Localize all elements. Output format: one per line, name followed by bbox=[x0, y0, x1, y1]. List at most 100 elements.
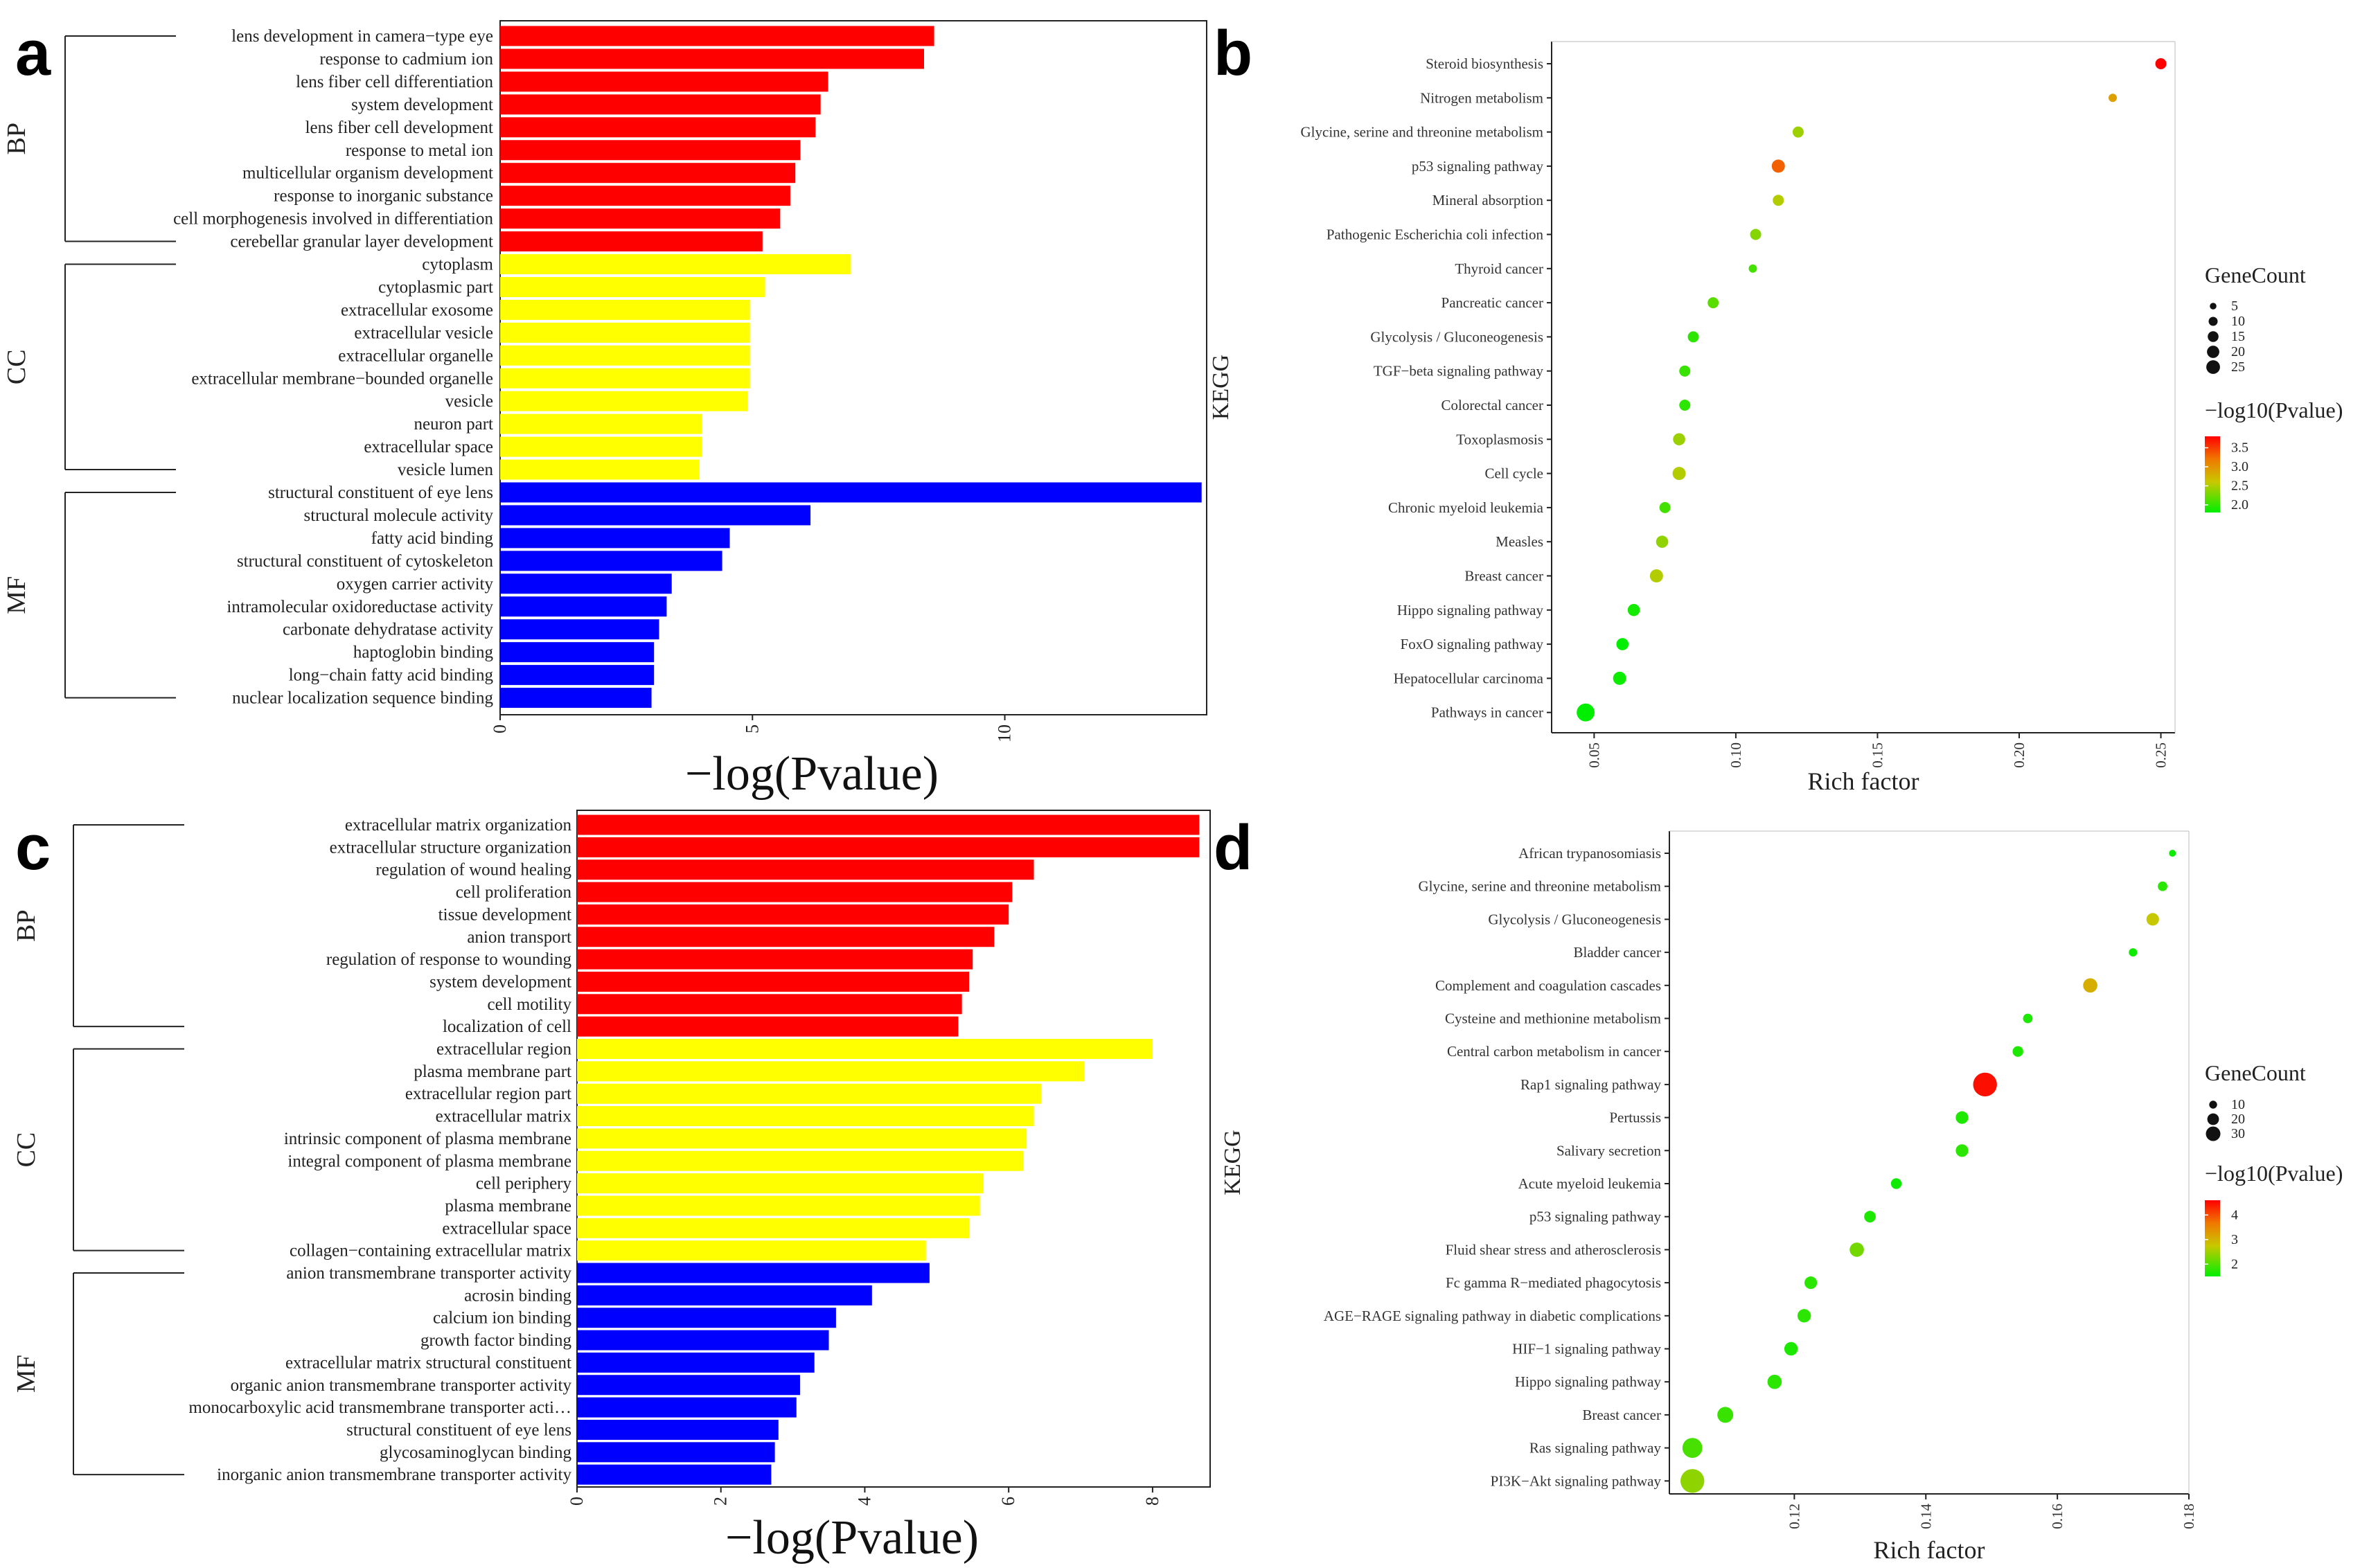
bar-label: fatty acid binding bbox=[371, 529, 494, 548]
bar-c-bp-7 bbox=[577, 971, 970, 992]
bar-label: inorganic anion transmembrane transporte… bbox=[217, 1465, 571, 1484]
bar-label: structural constituent of cytoskeleton bbox=[237, 552, 494, 571]
dot-d-age-rage-signaling-pathway-in-diabetic-complications bbox=[1797, 1309, 1811, 1323]
group-bracket-cc bbox=[73, 1048, 184, 1251]
bar-label: extracellular organelle bbox=[338, 346, 493, 365]
panel-letter-b: b bbox=[1214, 18, 1252, 89]
pathway-label: Glycine, serine and threonine metabolism bbox=[1419, 878, 1661, 895]
dot-b-measles bbox=[1656, 535, 1669, 548]
bar-label: organic anion transmembrane transporter … bbox=[231, 1376, 572, 1395]
bar-label: extracellular exosome bbox=[341, 301, 493, 319]
color-legend-title: −log10(Pvalue) bbox=[2205, 1161, 2343, 1186]
dot-b-chronic-myeloid-leukemia bbox=[1659, 501, 1671, 513]
x-tick-label: 0.25 bbox=[2153, 742, 2170, 768]
bar-a-mf-8 bbox=[500, 665, 655, 686]
size-legend-dot bbox=[2206, 1126, 2221, 1141]
dot-d-bladder-cancer bbox=[2129, 948, 2138, 957]
dot-b-p53-signaling-pathway bbox=[1771, 159, 1785, 173]
bar-label: collagen−containing extracellular matrix bbox=[290, 1242, 571, 1260]
panel-d: d African trypanosomiasis Glycine, serine … bbox=[1214, 812, 2343, 1564]
dot-b-pathways-in-cancer bbox=[1577, 703, 1595, 722]
size-legend-title: GeneCount bbox=[2205, 1060, 2306, 1085]
dot-b-nitrogen-metabolism bbox=[2109, 93, 2117, 103]
pathway-label: HIF−1 signaling pathway bbox=[1512, 1341, 1661, 1357]
bar-label: extracellular region part bbox=[405, 1085, 571, 1103]
pathway-label: Glycolysis / Gluconeogenesis bbox=[1488, 911, 1661, 927]
bar-c-mf-7 bbox=[577, 1419, 779, 1440]
bar-c-cc-9 bbox=[577, 1240, 926, 1261]
bar-label: extracellular structure organization bbox=[330, 838, 572, 857]
pathway-label: Colorectal cancer bbox=[1441, 397, 1544, 413]
dot-d-pi3k-akt-signaling-pathway bbox=[1680, 1469, 1705, 1493]
panel-a: a lens development in camera−type eye resp… bbox=[2, 18, 1207, 801]
y-axis-title: KEGG bbox=[1208, 355, 1234, 420]
dot-b-cell-cycle bbox=[1672, 467, 1686, 481]
pathway-label: Salivary secretion bbox=[1556, 1142, 1662, 1159]
x-tick-label: 0 bbox=[490, 724, 510, 733]
pathway-label: Acute myeloid leukemia bbox=[1518, 1175, 1662, 1192]
pathway-label: Glycolysis / Gluconeogenesis bbox=[1370, 328, 1543, 345]
dot-d-pertussis bbox=[1955, 1111, 1969, 1124]
bar-label: extracellular space bbox=[364, 438, 493, 456]
dot-b-hepatocellular-carcinoma bbox=[1613, 671, 1626, 685]
panel-letter-a: a bbox=[15, 18, 51, 89]
bar-label: vesicle bbox=[445, 392, 493, 411]
dot-d-hif-1-signaling-pathway bbox=[1784, 1342, 1798, 1356]
x-axis-title: −log(Pvalue) bbox=[725, 1511, 979, 1565]
dot-d-p53-signaling-pathway bbox=[1864, 1211, 1876, 1223]
bar-c-bp-6 bbox=[577, 949, 973, 970]
size-legend-dot bbox=[2210, 303, 2217, 310]
bar-a-bp-6 bbox=[500, 163, 796, 184]
bar-label: regulation of wound healing bbox=[375, 861, 571, 880]
bar-label: carbonate dehydratase activity bbox=[283, 621, 494, 639]
color-legend-title: −log10(Pvalue) bbox=[2205, 398, 2343, 422]
bar-a-mf-6 bbox=[500, 619, 659, 640]
dot-d-cysteine-and-methionine-metabolism bbox=[2023, 1013, 2033, 1024]
group-label-mf: MF bbox=[2, 576, 31, 614]
x-tick-label: 0.18 bbox=[2181, 1504, 2197, 1529]
pathway-label: TGF−beta signaling pathway bbox=[1374, 363, 1544, 380]
bar-a-bp-9 bbox=[500, 231, 763, 252]
bar-label: cell morphogenesis involved in different… bbox=[173, 210, 493, 229]
bar-c-bp-9 bbox=[577, 1016, 959, 1037]
pathway-label: Central carbon metabolism in cancer bbox=[1447, 1043, 1661, 1060]
size-legend-label: 15 bbox=[2231, 329, 2245, 344]
bar-label: integral component of plasma membrane bbox=[287, 1152, 571, 1170]
bar-a-bp-5 bbox=[500, 140, 801, 161]
pathway-label: Fc gamma R−mediated phagocytosis bbox=[1446, 1274, 1661, 1291]
group-label-bp: BP bbox=[2, 123, 31, 154]
panel-b: b Steroid biosynthesis Nitrogen metabolism… bbox=[1208, 18, 2343, 795]
panel-letter-d: d bbox=[1214, 812, 1252, 883]
x-tick-label: 4 bbox=[854, 1497, 874, 1506]
bar-a-cc-8 bbox=[500, 436, 702, 457]
bar-c-mf-0 bbox=[577, 1263, 930, 1283]
bar-a-mf-9 bbox=[500, 688, 652, 709]
bar-a-mf-3 bbox=[500, 551, 722, 571]
color-legend-label: 2 bbox=[2231, 1256, 2238, 1272]
bar-label: anion transmembrane transporter activity bbox=[286, 1264, 571, 1283]
color-legend-label: 2.5 bbox=[2231, 479, 2248, 494]
size-legend-dot bbox=[2208, 317, 2218, 326]
x-tick-label: 0.15 bbox=[1869, 742, 1885, 768]
bar-a-bp-0 bbox=[500, 26, 934, 46]
pathway-label: Toxoplasmosis bbox=[1456, 431, 1543, 447]
pathway-label: Fluid shear stress and atherosclerosis bbox=[1446, 1241, 1661, 1258]
pathway-label: Pathogenic Escherichia coli infection bbox=[1326, 226, 1544, 243]
bar-label: glycosaminoglycan binding bbox=[380, 1443, 572, 1462]
group-label-cc: CC bbox=[2, 349, 31, 384]
bar-a-bp-4 bbox=[500, 117, 816, 138]
panel-c: c extracellular matrix organization extrac… bbox=[12, 810, 1211, 1565]
pathway-label: p53 signaling pathway bbox=[1412, 158, 1544, 175]
bar-label: extracellular region bbox=[436, 1040, 572, 1059]
bar-a-cc-1 bbox=[500, 276, 765, 297]
pathway-label: Bladder cancer bbox=[1573, 944, 1661, 961]
color-legend-label: 4 bbox=[2231, 1207, 2238, 1222]
pathway-label: Chronic myeloid leukemia bbox=[1388, 499, 1544, 516]
bar-a-bp-8 bbox=[500, 208, 781, 229]
bar-c-cc-4 bbox=[577, 1128, 1027, 1149]
pathway-label: Cell cycle bbox=[1484, 465, 1543, 482]
x-tick-label: 0.14 bbox=[1917, 1504, 1934, 1529]
color-legend-bar bbox=[2205, 1200, 2220, 1276]
